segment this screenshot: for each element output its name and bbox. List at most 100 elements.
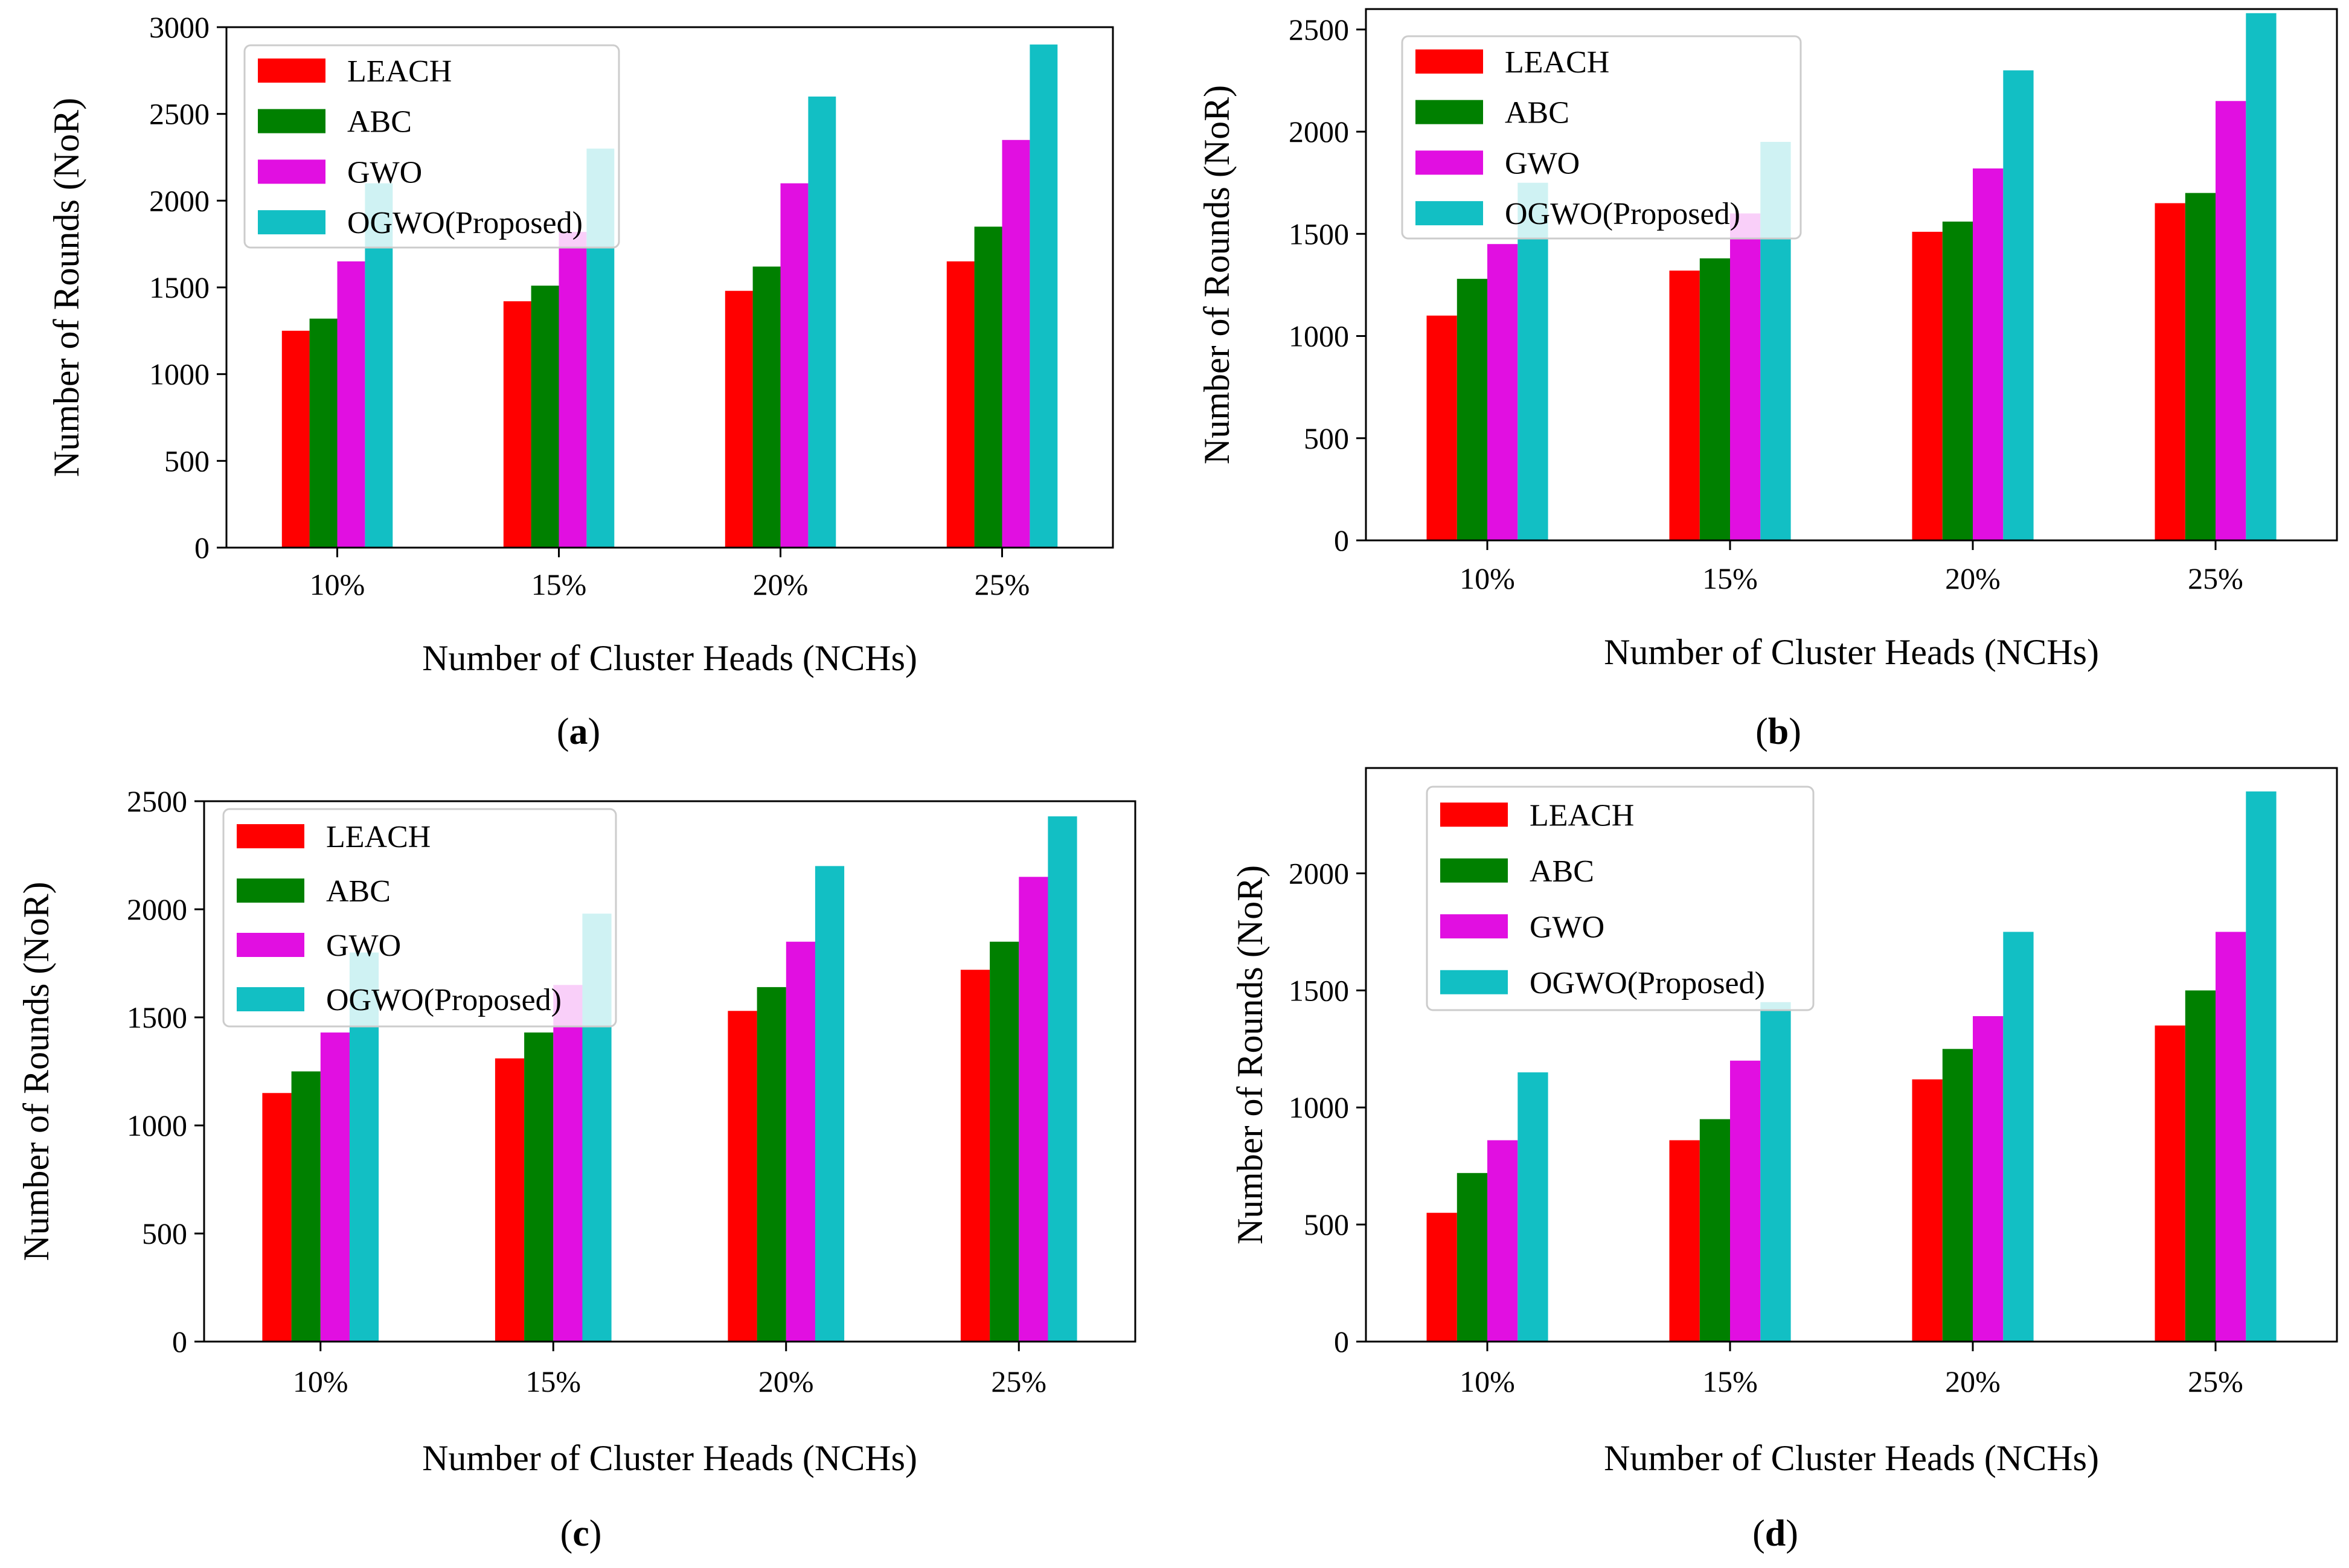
bar-a-abc-15pct bbox=[531, 286, 559, 548]
bar-c-gwo-20pct bbox=[786, 941, 815, 1342]
bar-a-leach-15pct bbox=[503, 301, 531, 548]
y-tick-label: 500 bbox=[1304, 421, 1349, 455]
bar-b-gwo-15pct bbox=[1730, 213, 1761, 540]
legend-swatch-abc bbox=[1440, 858, 1508, 883]
bar-c-gwo-15pct bbox=[553, 985, 583, 1342]
legend-label: GWO bbox=[1530, 910, 1604, 944]
y-tick-label: 3000 bbox=[149, 10, 210, 44]
panel-caption: (a) bbox=[557, 711, 600, 752]
x-tick-label: 10% bbox=[310, 568, 365, 601]
bar-b-ogwoproposed-10pct bbox=[1517, 182, 1548, 540]
x-axis-title: Number of Cluster Heads (NCHs) bbox=[1604, 632, 2099, 672]
bar-c-leach-20pct bbox=[728, 1011, 757, 1342]
bar-a-abc-10pct bbox=[309, 318, 338, 548]
y-tick-label: 2000 bbox=[149, 184, 210, 217]
panel-caption: (c) bbox=[560, 1513, 602, 1554]
bar-b-gwo-20pct bbox=[1973, 168, 2004, 540]
panel-caption: (d) bbox=[1752, 1513, 1798, 1554]
bar-a-ogwoproposed-20pct bbox=[808, 96, 836, 548]
y-tick-label: 1000 bbox=[1289, 1090, 1349, 1124]
bar-c-ogwoproposed-25pct bbox=[1048, 816, 1077, 1342]
legend-label: GWO bbox=[1505, 146, 1580, 181]
bar-b-ogwoproposed-25pct bbox=[2246, 13, 2277, 541]
bar-c-gwo-10pct bbox=[320, 1032, 350, 1342]
legend-swatch-gwo bbox=[1440, 914, 1508, 939]
bar-c-abc-10pct bbox=[291, 1071, 321, 1342]
chart-panel-a: 0 500 1000 1500 2000 2500 3000 10% 15% 20% 25% Numb… bbox=[46, 10, 1114, 752]
x-tick-label: 10% bbox=[293, 1365, 348, 1398]
legend-label: OGWO(Proposed) bbox=[347, 206, 583, 240]
bar-b-gwo-10pct bbox=[1487, 244, 1518, 540]
chart-panel-c: 0 500 1000 1500 2000 2500 10% 15% 20% 25% Number o… bbox=[16, 784, 1136, 1554]
legend-label: LEACH bbox=[1505, 45, 1609, 80]
y-axis-title: Number of Rounds (NoR) bbox=[1230, 865, 1270, 1244]
legend-swatch-ogwoproposed bbox=[1415, 201, 1483, 226]
legend-swatch-leach bbox=[258, 58, 325, 83]
legend-label: ABC bbox=[326, 874, 391, 909]
y-tick-label: 1500 bbox=[149, 270, 210, 304]
bar-d-abc-25pct bbox=[2185, 990, 2216, 1342]
x-axis-title: Number of Cluster Heads (NCHs) bbox=[422, 638, 917, 678]
legend-label: LEACH bbox=[326, 820, 431, 854]
bar-c-leach-25pct bbox=[960, 970, 990, 1342]
bar-a-ogwoproposed-25pct bbox=[1030, 44, 1058, 548]
bar-b-leach-25pct bbox=[2155, 203, 2185, 540]
legend-swatch-leach bbox=[237, 824, 304, 848]
y-tick-label: 2500 bbox=[149, 97, 210, 131]
bar-c-abc-25pct bbox=[990, 941, 1019, 1342]
x-tick-label: 25% bbox=[2188, 1365, 2243, 1398]
bar-d-leach-15pct bbox=[1669, 1140, 1700, 1342]
legend-swatch-abc bbox=[258, 109, 325, 133]
y-axis-title: Number of Rounds (NoR) bbox=[46, 98, 86, 477]
x-axis-title: Number of Cluster Heads (NCHs) bbox=[422, 1438, 917, 1478]
x-tick-label: 25% bbox=[2188, 562, 2243, 595]
bar-b-abc-15pct bbox=[1699, 258, 1731, 540]
legend-label: LEACH bbox=[1530, 798, 1634, 833]
legend-swatch-leach bbox=[1440, 802, 1508, 827]
legend-label: OGWO(Proposed) bbox=[326, 983, 562, 1017]
legend-box bbox=[1401, 35, 1802, 240]
bar-a-abc-20pct bbox=[752, 266, 781, 548]
y-tick-label: 0 bbox=[1334, 523, 1349, 557]
legend-swatch-ogwoproposed bbox=[237, 987, 304, 1011]
bar-d-abc-10pct bbox=[1457, 1173, 1488, 1342]
bar-d-ogwoproposed-15pct bbox=[1760, 1002, 1791, 1342]
legend: LEACH ABC GWO OGWO(Proposed) bbox=[222, 808, 617, 1028]
bar-b-leach-20pct bbox=[1912, 231, 1943, 540]
legend-label: OGWO(Proposed) bbox=[1530, 966, 1765, 1000]
y-tick-label: 2500 bbox=[127, 784, 187, 818]
x-tick-label: 15% bbox=[525, 1365, 581, 1398]
legend-swatch-ogwoproposed bbox=[1440, 970, 1508, 994]
y-tick-label: 500 bbox=[1304, 1208, 1349, 1241]
legend-label: GWO bbox=[347, 155, 422, 190]
legend-swatch-abc bbox=[237, 878, 304, 903]
bar-c-gwo-25pct bbox=[1019, 877, 1048, 1342]
x-axis-title: Number of Cluster Heads (NCHs) bbox=[1604, 1438, 2099, 1478]
bar-c-ogwoproposed-20pct bbox=[815, 866, 845, 1342]
bar-d-leach-25pct bbox=[2155, 1025, 2185, 1342]
x-tick-label: 10% bbox=[1460, 562, 1515, 595]
legend-label: ABC bbox=[1505, 96, 1569, 130]
x-tick-label: 10% bbox=[1460, 1365, 1515, 1398]
legend-swatch-gwo bbox=[1415, 150, 1483, 175]
x-tick-label: 20% bbox=[758, 1365, 814, 1398]
y-axis-title: Number of Rounds (NoR) bbox=[16, 882, 56, 1261]
legend-box bbox=[1426, 786, 1815, 1011]
x-tick-label: 20% bbox=[1945, 562, 2001, 595]
bar-b-leach-10pct bbox=[1426, 315, 1457, 540]
legend-swatch-gwo bbox=[258, 159, 325, 184]
legend-swatch-ogwoproposed bbox=[258, 210, 325, 235]
x-tick-label: 20% bbox=[753, 568, 809, 601]
legend-swatch-gwo bbox=[237, 933, 304, 957]
y-tick-label: 0 bbox=[172, 1325, 187, 1358]
y-tick-label: 1000 bbox=[127, 1109, 187, 1142]
legend-label: OGWO(Proposed) bbox=[1505, 197, 1740, 231]
bar-a-gwo-25pct bbox=[1002, 139, 1030, 548]
legend: LEACH ABC GWO OGWO(Proposed) bbox=[243, 44, 620, 249]
legend-swatch-abc bbox=[1415, 100, 1483, 124]
x-tick-label: 20% bbox=[1945, 1365, 2001, 1398]
legend-box bbox=[222, 808, 617, 1028]
bar-d-leach-20pct bbox=[1912, 1079, 1943, 1342]
bar-a-abc-25pct bbox=[974, 226, 1002, 548]
bar-d-gwo-25pct bbox=[2216, 932, 2246, 1342]
